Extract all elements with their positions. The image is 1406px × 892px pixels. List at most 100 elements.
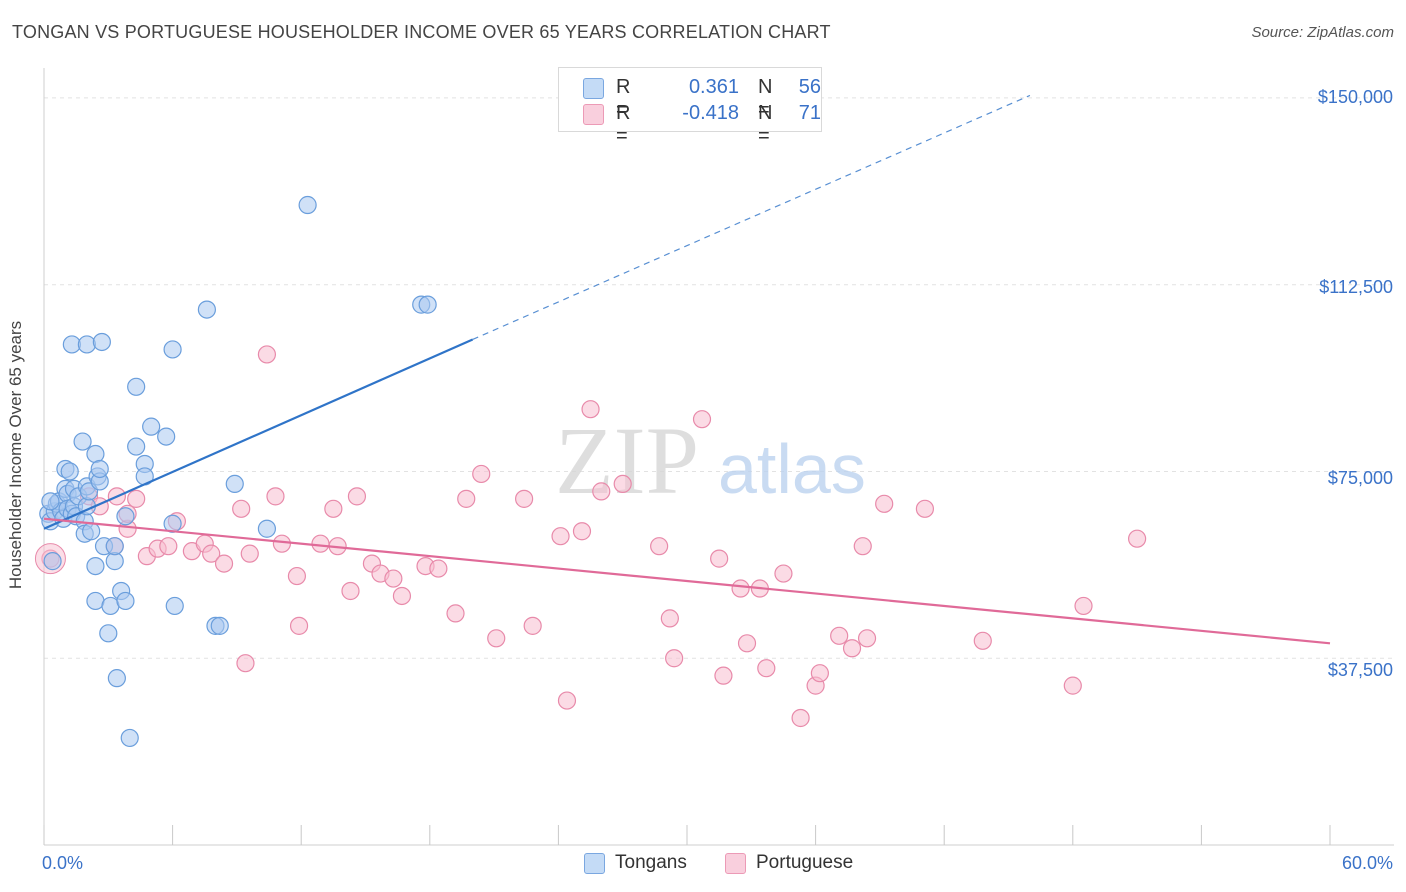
portuguese-point [791,708,810,728]
portuguese-point [1074,596,1093,616]
portuguese-point [660,609,679,628]
correlation-legend: R = 0.361 N = 56 R = -0.418 N = 71 [558,67,822,147]
portuguese-point [515,489,534,508]
watermark: ZIP atlas [555,407,866,514]
tongans-swatch [583,78,604,99]
legend-n-label: N = [758,76,773,121]
x-tick-label-min: 0.0% [42,853,84,873]
tongans-point [82,522,101,541]
portuguese-point [289,616,309,635]
tongans-point [225,474,244,494]
portuguese-point [1127,529,1147,548]
portuguese-point [523,616,542,635]
portuguese-point [159,537,178,556]
tongans-point [105,537,124,556]
y-tick-label: $150,000 [1317,87,1393,107]
legend-r-value: -0.418 [682,102,739,124]
tongans-point [86,444,105,464]
tongans-point [41,492,60,511]
portuguese-point [731,579,750,598]
portuguese-point [257,345,277,364]
portuguese-points [34,345,1147,728]
portuguese-point [127,489,146,508]
portuguese-point [446,604,465,623]
portuguese-point [557,691,577,710]
tongans-legend-swatch [584,853,605,874]
tongans-point [163,340,182,359]
portuguese-point [842,639,862,658]
tongans-point [101,596,120,616]
tongans-point [90,459,109,479]
portuguese-point [592,482,611,501]
portuguese-legend-swatch [725,853,746,874]
tongans-point [197,300,216,319]
portuguese-swatch [583,104,604,125]
portuguese-point [429,559,448,578]
portuguese-point [581,400,600,419]
portuguese-point [692,410,712,429]
portuguese-point [236,654,255,673]
source-credit: Source: ZipAtlas.com [1251,24,1394,41]
chart-title: TONGAN VS PORTUGUESE HOUSEHOLDER INCOME … [12,22,831,42]
portuguese-point [774,564,793,583]
portuguese-point [1063,676,1082,695]
portuguese-point [272,534,292,553]
tongans-point [142,417,161,436]
tongans-trend-line [43,338,474,530]
tongans-legend-label: Tongans [615,852,687,873]
portuguese-point [240,544,259,563]
tongans-point [107,669,126,688]
portuguese-point [232,499,251,518]
portuguese-point [551,527,570,546]
y-axis-label: Householder Income Over 65 years [6,320,25,590]
portuguese-point [737,634,757,653]
tongans-point [257,519,277,538]
portuguese-point [857,629,877,648]
portuguese-point [613,474,632,494]
tongans-point [165,596,184,616]
portuguese-point [472,464,491,484]
portuguese-legend-label: Portuguese [756,852,854,873]
portuguese-point [392,586,412,606]
portuguese-point [324,499,343,518]
portuguese-point [287,566,307,586]
legend-r-label: R = [616,102,631,147]
y-tick-label: $37,500 [1327,660,1393,680]
portuguese-point [830,626,849,645]
portuguese-point [973,631,992,650]
portuguese-point [347,487,367,506]
tongans-trend-extension [472,94,1031,341]
portuguese-point [384,569,403,588]
portuguese-point [572,522,592,541]
portuguese-point [457,489,476,508]
legend-n-value: 71 [798,102,821,124]
legend-r-value: 0.361 [688,76,739,98]
portuguese-point [875,494,894,513]
tongans-point [86,556,105,576]
portuguese-point [214,554,234,573]
portuguese-point [487,629,506,648]
tongans-point [43,552,62,571]
portuguese-point [311,534,330,553]
tongans-point [210,616,229,635]
watermark-atlas: atlas [718,430,866,508]
tongans-point [127,377,146,396]
tongans-point [60,462,79,481]
tongans-point [127,437,146,456]
tongans-point [418,295,437,314]
tongans-point [99,624,118,643]
portuguese-point [341,581,360,601]
y-tick-label: $75,000 [1327,468,1393,488]
portuguese-point [665,649,684,668]
portuguese-point [810,664,829,683]
legend-n-value: 56 [798,76,821,98]
tongans-point [73,432,92,451]
tongans-points [39,195,437,748]
trend-lines [43,94,1331,645]
portuguese-point [757,659,776,678]
watermark-zip: ZIP [555,407,699,514]
tongans-point [86,591,105,611]
portuguese-point [202,544,221,563]
tongans-point [77,335,96,354]
